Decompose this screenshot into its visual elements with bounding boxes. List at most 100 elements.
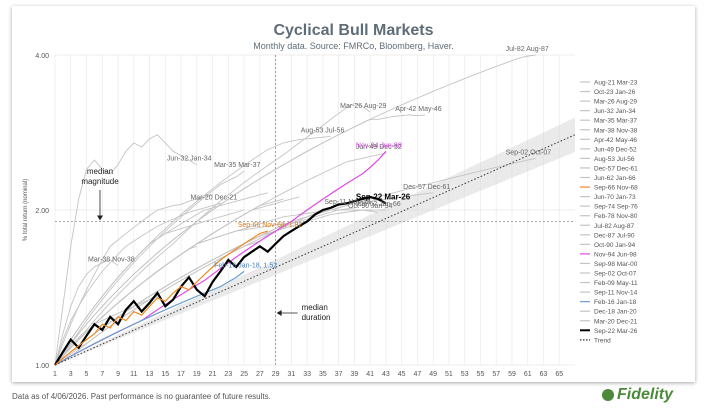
series-end-label: Apr-42 May-46 <box>395 106 441 113</box>
x-tick-label: 41 <box>366 371 374 378</box>
series-end-label: Jul-82 Aug-87 <box>506 46 549 53</box>
series-end-label: Mar-35 Mar-37 <box>214 162 260 169</box>
legend-label: Dec-87 Jul-90 <box>594 232 635 239</box>
magnitude-arrow-head <box>97 215 103 221</box>
x-tick-label: 13 <box>146 371 154 378</box>
x-tick-label: 39 <box>350 371 358 378</box>
fidelity-logo-icon <box>602 389 614 401</box>
series-end-label: Mar-20 Dec-21 <box>190 194 237 201</box>
series-line <box>54 195 387 366</box>
brand-name: Fidelity <box>617 386 674 403</box>
series-end-label: Nov-94 Jun-98 <box>356 142 402 149</box>
series-line <box>54 54 536 366</box>
x-tick-label: 9 <box>116 371 120 378</box>
x-tick-label: 35 <box>319 371 327 378</box>
series-line <box>54 194 213 366</box>
legend-label: Dec-18 Jan-20 <box>594 309 637 316</box>
series-end-label: Feb-16 Jan-18, 1.52 <box>214 262 277 269</box>
series-line <box>54 270 245 366</box>
series-line <box>54 202 221 366</box>
legend-label: Jun-62 Jan-66 <box>594 175 636 182</box>
x-tick-label: 49 <box>429 371 437 378</box>
x-tick-label: 15 <box>161 371 169 378</box>
y-axis-label: % total return (nominal) <box>23 179 29 241</box>
legend-label: Trend <box>594 337 611 344</box>
legend-label: Feb-16 Jan-18 <box>594 299 637 306</box>
series-line <box>54 209 379 366</box>
brand-logo: Fidelity <box>602 386 673 404</box>
legend-label: Aug-53 Jul-56 <box>594 156 635 163</box>
legend-label: Sep-66 Nov-68 <box>594 185 638 192</box>
x-tick-label: 61 <box>524 371 532 378</box>
legend-label: Jun-32 Jan-34 <box>594 108 636 115</box>
x-tick-label: 21 <box>209 371 217 378</box>
x-tick-label: 29 <box>272 371 280 378</box>
legend-label: Oct-23 Jan-26 <box>594 89 636 96</box>
y-tick-label: 4.00 <box>35 53 49 60</box>
chart-title: Cyclical Bull Markets <box>273 22 434 39</box>
series-end-label: Jun-62 Jan-66 <box>356 201 401 208</box>
series-line <box>54 134 198 366</box>
series-end-label: Jun-49 Dec-52 <box>356 144 402 151</box>
legend-label: Feb-09 May-11 <box>594 280 638 287</box>
legend-label: Mar-26 Aug-29 <box>594 99 637 106</box>
series-end-label: Sep-22 Mar-26 <box>356 192 411 201</box>
legend-label: Sep-11 Nov-14 <box>594 290 638 297</box>
series-end-label: Sep-02 Oct-07 <box>506 149 552 156</box>
y-tick-label: 2.00 <box>35 208 49 215</box>
x-tick-label: 65 <box>555 371 563 378</box>
series-line <box>54 295 158 366</box>
series-line <box>54 259 119 366</box>
series-end-label: Mar-38 Nov-38 <box>88 257 135 264</box>
series-end-label: Mar-26 Aug-29 <box>340 103 386 110</box>
legend-label: Oct-90 Jan-94 <box>594 242 636 249</box>
x-tick-label: 27 <box>256 371 264 378</box>
y-tick-label: 1.00 <box>35 363 49 370</box>
x-tick-label: 57 <box>492 371 500 378</box>
x-tick-label: 25 <box>240 371 248 378</box>
x-tick-label: 19 <box>193 371 201 378</box>
x-tick-label: 37 <box>335 371 343 378</box>
legend-label: Mar-20 Dec-21 <box>594 318 638 325</box>
x-tick-label: 31 <box>287 371 295 378</box>
legend-label: Jul-82 Aug-87 <box>594 223 634 230</box>
median-magnitude-annotation: median <box>87 167 113 176</box>
series-end-label: Jun-32 Jan-34 <box>167 156 212 163</box>
series-line <box>54 170 245 366</box>
x-tick-label: 53 <box>461 371 469 378</box>
x-tick-label: 43 <box>382 371 390 378</box>
legend-label: Aug-21 Mar-23 <box>594 80 638 87</box>
duration-arrow-head <box>276 310 282 316</box>
x-tick-label: 17 <box>177 371 185 378</box>
x-tick-label: 63 <box>540 371 548 378</box>
median-duration-annotation: duration <box>302 313 331 322</box>
legend-label: Apr-42 May-46 <box>594 137 637 144</box>
legend-label: Feb-78 Nov-80 <box>594 213 638 220</box>
x-tick-label: 3 <box>69 371 73 378</box>
series-end-label: Oct-90 Jan-94 <box>348 203 392 210</box>
x-tick-label: 45 <box>398 371 406 378</box>
x-tick-label: 7 <box>100 371 104 378</box>
x-tick-label: 51 <box>445 371 453 378</box>
series-end-label: Sep-11 Nov-14 <box>324 199 371 206</box>
legend-label: Sep-98 Mar-00 <box>594 261 638 268</box>
legend-label: Sep-22 Mar-26 <box>594 328 638 335</box>
x-tick-label: 47 <box>414 371 422 378</box>
x-tick-label: 11 <box>130 371 137 378</box>
legend-label: Mar-35 Mar-37 <box>594 118 637 125</box>
chart-subtitle: Monthly data. Source: FMRCo, Bloomberg, … <box>253 41 454 51</box>
legend-label: Dec-57 Dec-61 <box>594 165 638 172</box>
x-tick-label: 1 <box>53 371 57 378</box>
x-tick-label: 55 <box>477 371 485 378</box>
x-tick-label: 5 <box>85 371 89 378</box>
legend-label: Nov-94 Jun-98 <box>594 251 637 258</box>
series-line <box>54 230 268 366</box>
x-tick-label: 59 <box>508 371 516 378</box>
legend-label: Sep-02 Oct-07 <box>594 271 637 278</box>
median-duration-annotation: median <box>302 303 328 312</box>
series-line <box>54 192 268 366</box>
trend-line <box>54 134 576 366</box>
x-tick-label: 33 <box>303 371 311 378</box>
series-end-label: Sep-66 Nov-68, 1.82 <box>238 222 303 229</box>
